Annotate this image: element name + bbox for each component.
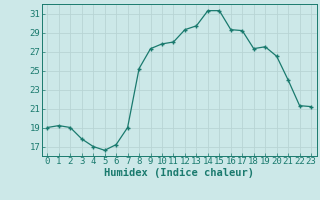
X-axis label: Humidex (Indice chaleur): Humidex (Indice chaleur) [104,168,254,178]
